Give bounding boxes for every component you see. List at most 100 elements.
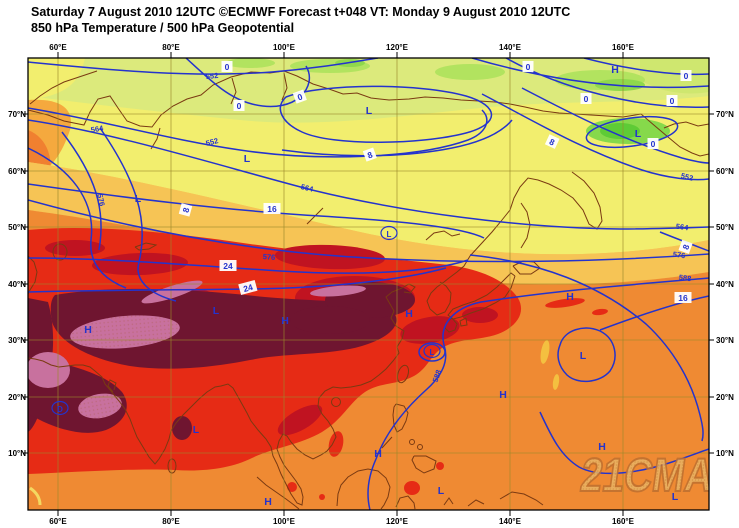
temp-label-value: 0 <box>296 91 304 102</box>
temp-label-value: 0 <box>670 96 675 106</box>
temp-contour-label: 8 <box>362 147 377 162</box>
temp-label-value: 0 <box>584 94 589 104</box>
coastlines <box>28 70 709 510</box>
low-center-marker: L <box>213 305 220 317</box>
geopotential-label-value: 564 <box>300 182 315 194</box>
temp-label-value: 0 <box>237 101 242 111</box>
lon-tick-label-bottom: 60°E <box>49 517 67 526</box>
temp-contour-label: 0 <box>233 100 245 111</box>
lon-tick-label-top: 120°E <box>386 43 409 52</box>
temp-label-box <box>674 292 692 303</box>
lat-tick-label-right: 70°N <box>716 110 734 119</box>
temp-label-box <box>647 138 659 149</box>
temperature-labels: 0 0 0 0 0 0 0 0 8 8 8 8 16 16 24 24 <box>178 61 693 303</box>
temp-label-value: 0 <box>684 71 689 81</box>
lon-tick-label-top: 140°E <box>499 43 522 52</box>
temp-label-value: 8 <box>366 149 374 160</box>
lat-tick-label-left: 20°N <box>8 393 26 402</box>
watermark: 21CMA <box>576 448 716 503</box>
temp-label-value: 16 <box>267 204 277 214</box>
depression-marker: D <box>57 405 63 414</box>
temp-label-box <box>522 61 534 72</box>
temp-contour-label: 0 <box>292 89 307 104</box>
geopotential-label-value: 564 <box>90 123 105 134</box>
axis-labels: 60°E 60°E 80°E 80°E 100°E 100°E 120°E 120°E 140°… <box>8 43 734 526</box>
geopotential-label-value: 588 <box>431 369 444 384</box>
high-center-marker: H <box>598 441 606 453</box>
temp-contour-label: 8 <box>178 203 193 217</box>
temp-label-box <box>580 93 592 104</box>
low-center-marker: L <box>366 105 373 117</box>
temp-label-value: 24 <box>242 282 254 294</box>
lat-tick-label-right: 30°N <box>716 336 734 345</box>
temp-label-box <box>362 147 377 162</box>
temp-contour-label: 8 <box>678 239 693 254</box>
pressure-center-circle <box>380 225 398 241</box>
temp-contour-label: 0 <box>522 61 534 72</box>
lat-tick-label-right: 50°N <box>716 223 734 232</box>
high-center-marker: H <box>264 496 272 508</box>
temp-label-box <box>544 134 560 149</box>
geopotential-label-value: 576 <box>95 193 106 207</box>
low-center-marker: L <box>135 193 142 205</box>
temp-contour-label: 0 <box>666 95 678 106</box>
geopotential-label-value: 576 <box>262 252 275 262</box>
temp-label-value: 0 <box>651 139 656 149</box>
high-center-marker: H <box>84 324 92 336</box>
temp-label-box <box>263 203 281 214</box>
temp-label-box <box>680 70 692 81</box>
lat-tick-label-left: 60°N <box>8 167 26 176</box>
low-center-marker: L <box>672 491 679 503</box>
lon-tick-label-top: 60°E <box>49 43 67 52</box>
geopotential-label-value: 552 <box>680 171 694 183</box>
temp-label-box <box>178 203 193 217</box>
temp-label-value: 8 <box>548 136 557 147</box>
high-center-marker: H <box>566 291 574 303</box>
geopotential-labels: 552 552 552 564 564 564 576 576 576 588 588 <box>90 71 694 384</box>
temp-label-box <box>292 89 307 104</box>
lat-tick-label-left: 70°N <box>8 110 26 119</box>
temp-contour-label: 24 <box>219 260 237 271</box>
lat-tick-label-right: 10°N <box>716 449 734 458</box>
lon-tick-label-bottom: 140°E <box>499 517 522 526</box>
high-center-marker: H <box>281 315 289 327</box>
temp-label-value: 24 <box>223 261 233 271</box>
chart-title: Saturday 7 August 2010 12UTC ©ECMWF Fore… <box>31 4 570 36</box>
pressure-markers: H L L L L L L H H H L H H L D L H H L H L <box>51 64 679 508</box>
pressure-center-circle <box>423 343 441 359</box>
temp-label-value: 16 <box>678 293 688 303</box>
geopotential-label-value: 588 <box>678 273 692 284</box>
low-center-marker: L <box>430 348 435 357</box>
high-center-marker: H <box>374 448 382 460</box>
title-line-1: Saturday 7 August 2010 12UTC ©ECMWF Fore… <box>31 5 571 19</box>
temp-label-box <box>678 239 693 254</box>
low-center-marker: L <box>635 128 642 140</box>
temp-label-value: 8 <box>680 243 691 251</box>
temp-label-box <box>238 280 258 296</box>
low-center-marker: L <box>438 485 445 497</box>
lon-tick-label-bottom: 100°E <box>273 517 296 526</box>
lat-tick-label-left: 10°N <box>8 449 26 458</box>
lat-tick-label-right: 40°N <box>716 280 734 289</box>
temp-label-value: 0 <box>526 62 531 72</box>
temp-contour-label: 24 <box>238 280 258 296</box>
temp-label-value: 8 <box>181 206 192 213</box>
high-center-marker: H <box>611 64 619 76</box>
temp-label-value: 0 <box>225 62 230 72</box>
contour-lines <box>28 58 709 510</box>
watermark-text: 21CMA <box>577 449 716 502</box>
lat-tick-label-left: 30°N <box>8 336 26 345</box>
geopotential-label-value: 552 <box>205 136 219 148</box>
lon-tick-label-top: 80°E <box>162 43 180 52</box>
lat-tick-label-left: 50°N <box>8 223 26 232</box>
temp-contour-label: 0 <box>647 138 659 149</box>
temp-contour-label: 16 <box>674 292 692 303</box>
low-center-marker: L <box>580 350 587 362</box>
geopotential-label-value: 576 <box>672 250 686 261</box>
pressure-center-circle <box>51 400 69 416</box>
low-center-marker: L <box>387 230 392 239</box>
lat-tick-label-left: 40°N <box>8 280 26 289</box>
high-center-marker: H <box>405 308 413 320</box>
